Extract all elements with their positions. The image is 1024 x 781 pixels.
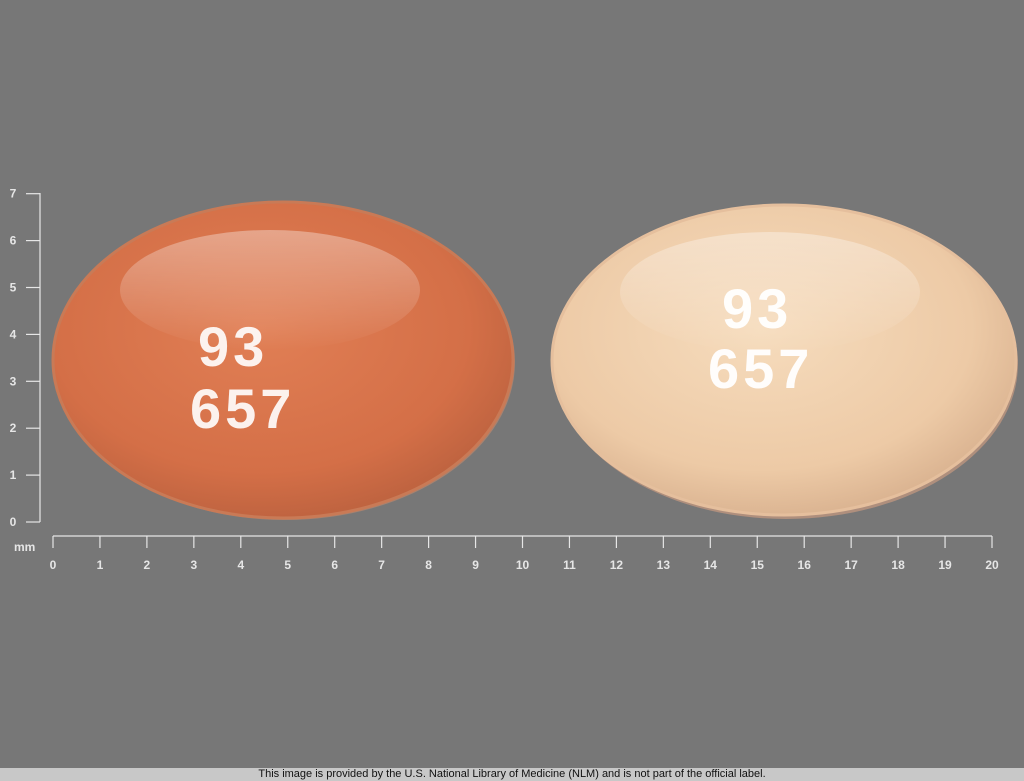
beige-capsule-imprint-line2: 657 bbox=[708, 337, 813, 400]
ruler-y-tick-label: 3 bbox=[10, 374, 17, 388]
beige-capsule-imprint-line1: 93 bbox=[722, 277, 792, 340]
orange-capsule-imprint-line1: 93 bbox=[198, 315, 268, 378]
orange-capsule: 93 657 bbox=[51, 200, 515, 520]
orange-capsule-imprint-line2: 657 bbox=[190, 377, 295, 440]
ruler-x-tick-label: 17 bbox=[844, 558, 858, 572]
ruler-y-ticks: 0 1 2 3 4 5 6 7 bbox=[10, 187, 40, 529]
ruler-x-tick-label: 1 bbox=[97, 558, 104, 572]
ruler-unit-label: mm bbox=[14, 540, 35, 554]
ruler-x-tick-label: 13 bbox=[657, 558, 671, 572]
ruler-x-tick-label: 4 bbox=[237, 558, 244, 572]
ruler-x-ticks: 0 1 2 3 4 5 6 7 8 9 10 11 12 13 14 15 16 17 18 19 20 bbox=[50, 536, 999, 572]
ruler-y-tick-label: 6 bbox=[10, 234, 17, 248]
beige-capsule: 93 657 bbox=[550, 203, 1018, 519]
ruler-x-tick-label: 2 bbox=[144, 558, 151, 572]
ruler-x-tick-label: 14 bbox=[704, 558, 718, 572]
ruler-y-tick-label: 7 bbox=[10, 187, 17, 201]
ruler-x-tick-label: 15 bbox=[751, 558, 765, 572]
ruler-x-tick-label: 5 bbox=[284, 558, 291, 572]
ruler-y-tick-label: 4 bbox=[10, 327, 17, 341]
ruler-x-tick-label: 6 bbox=[331, 558, 338, 572]
ruler-x-tick-label: 16 bbox=[798, 558, 812, 572]
ruler-x-tick-label: 3 bbox=[191, 558, 198, 572]
ruler-x-tick-label: 20 bbox=[985, 558, 999, 572]
ruler-x-tick-label: 19 bbox=[938, 558, 952, 572]
ruler-x-tick-label: 11 bbox=[563, 558, 576, 572]
ruler-x-tick-label: 10 bbox=[516, 558, 530, 572]
ruler-x-tick-label: 9 bbox=[472, 558, 479, 572]
ruler-x-tick-label: 7 bbox=[378, 558, 385, 572]
ruler-y-tick-label: 2 bbox=[10, 421, 17, 435]
ruler-x-tick-label: 0 bbox=[50, 558, 57, 572]
nlm-disclaimer: This image is provided by the U.S. Natio… bbox=[0, 768, 1024, 781]
ruler-y-tick-label: 5 bbox=[10, 281, 17, 295]
ruler-y-tick-label: 0 bbox=[10, 515, 17, 529]
ruler-x-tick-label: 12 bbox=[610, 558, 624, 572]
ruler-x-tick-label: 18 bbox=[891, 558, 905, 572]
ruler-x-tick-label: 8 bbox=[425, 558, 432, 572]
ruler-y-tick-label: 1 bbox=[10, 468, 17, 482]
